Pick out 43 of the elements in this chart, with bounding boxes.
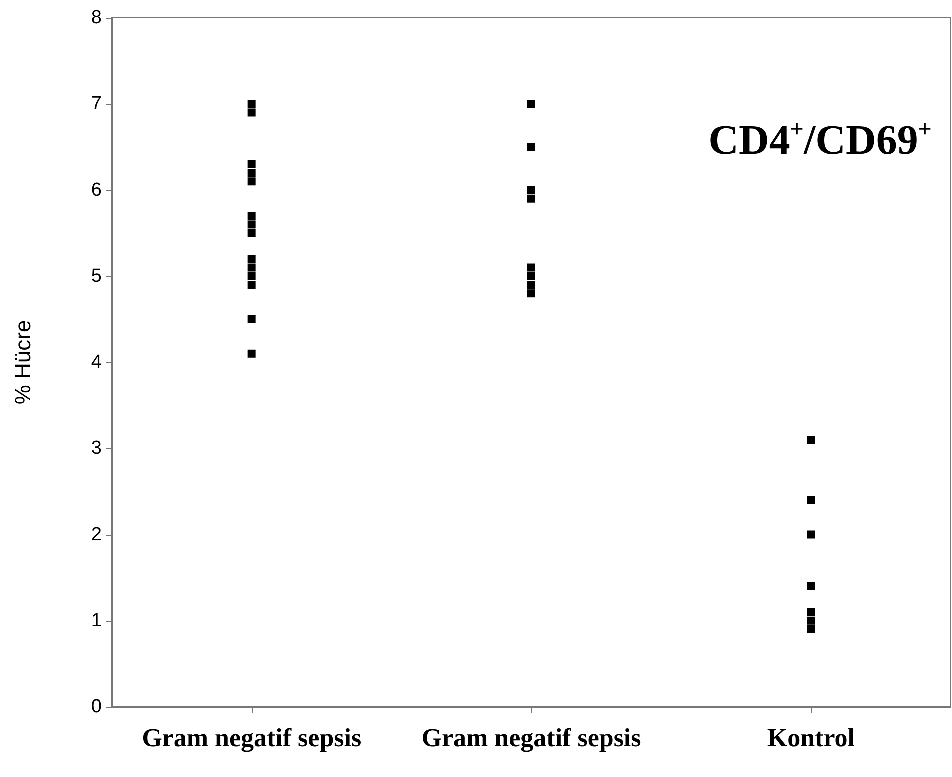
y-tick-label: 4 (91, 352, 102, 373)
point (248, 350, 256, 358)
point (528, 290, 536, 298)
point (528, 272, 536, 280)
y-tick-label: 3 (91, 438, 102, 460)
point (528, 194, 536, 203)
x-tick-label: Gram negatif sepsis (422, 724, 642, 752)
point (248, 169, 256, 178)
point (248, 255, 256, 264)
point (248, 160, 256, 168)
point (248, 264, 256, 272)
y-tick-label: 1 (91, 610, 102, 632)
point (528, 280, 536, 289)
point (807, 582, 816, 590)
point (248, 178, 256, 186)
point (807, 530, 816, 539)
y-tick-label: 2 (91, 524, 102, 546)
point (248, 220, 256, 229)
point (807, 608, 816, 616)
point (807, 436, 816, 444)
point (807, 625, 816, 634)
point (248, 229, 256, 238)
x-tick-label: Gram negatif sepsis (142, 724, 362, 752)
point (248, 108, 256, 117)
point (807, 496, 816, 504)
annotation: CD4+/CD69+ (708, 117, 932, 164)
y-axis-title: % Hücre (10, 320, 36, 405)
point (528, 100, 536, 108)
x-tick-label: Kontrol (767, 724, 855, 752)
y-tick-label: 5 (91, 266, 102, 287)
point (807, 616, 816, 625)
point (528, 186, 536, 194)
point (248, 280, 256, 289)
point (248, 315, 256, 324)
y-tick-label: 6 (91, 180, 102, 201)
point (528, 143, 536, 152)
y-tick-label: 8 (91, 8, 102, 28)
point (248, 100, 256, 108)
y-tick-label: 0 (91, 696, 102, 718)
point (248, 212, 256, 220)
y-tick-label: 7 (91, 94, 102, 115)
point (248, 272, 256, 280)
point (528, 264, 536, 272)
